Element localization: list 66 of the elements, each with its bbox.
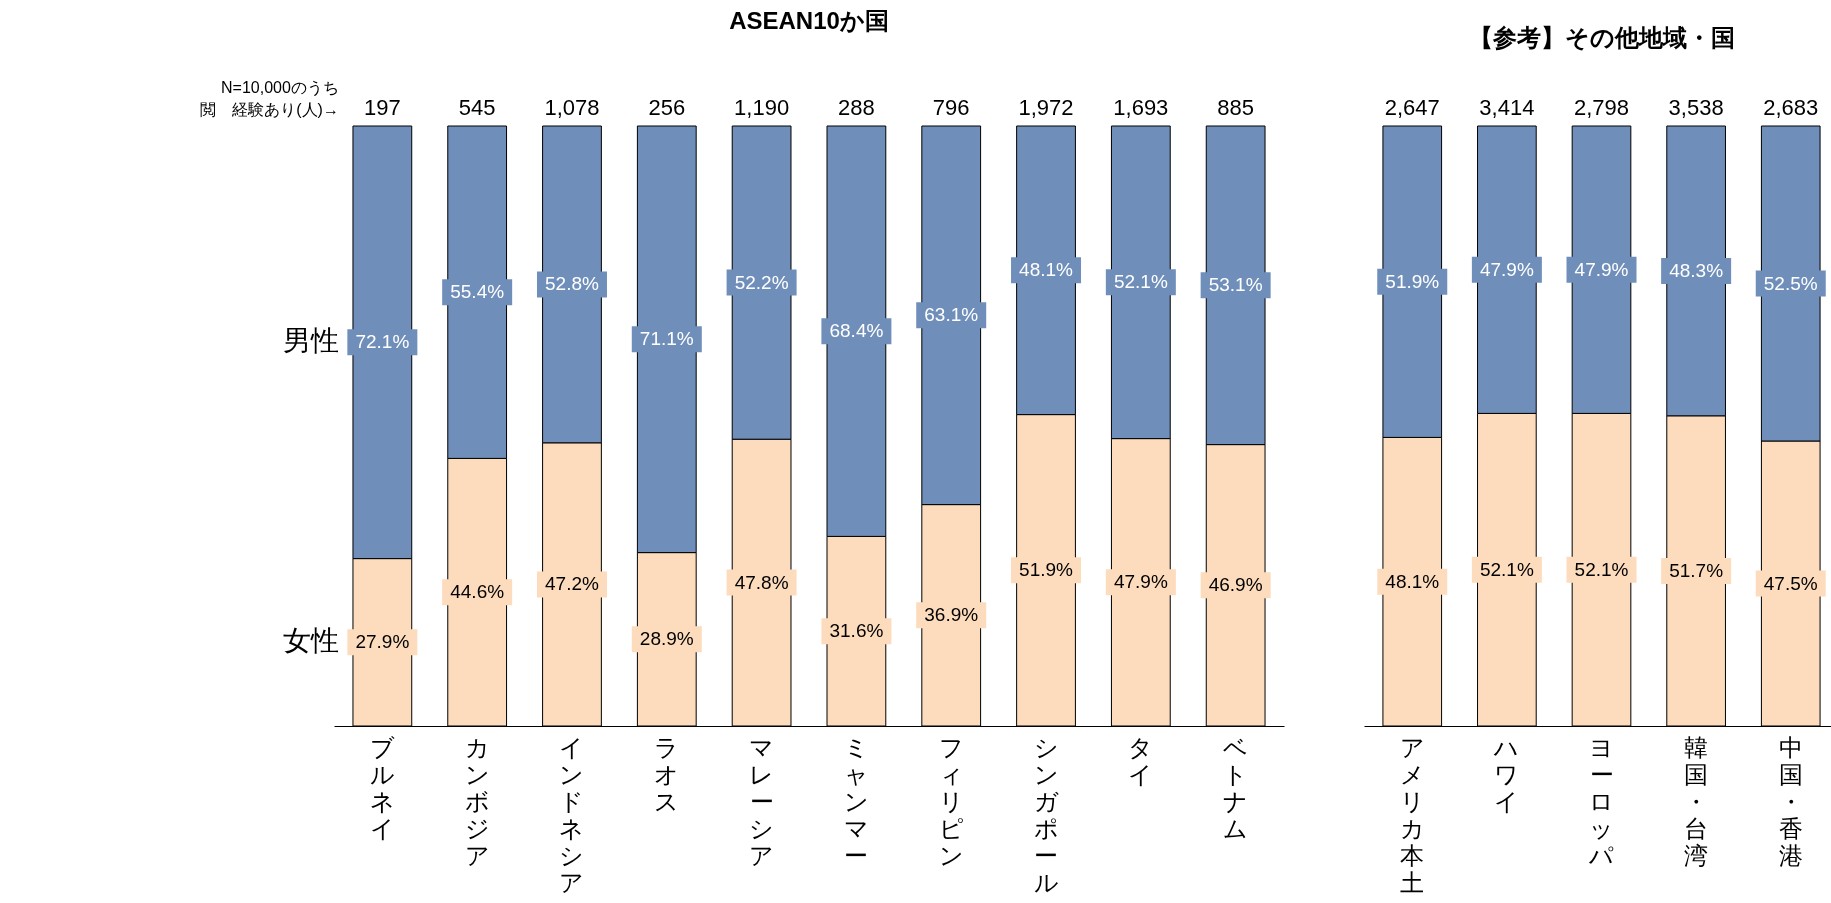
annotation: 3,538 [1668,95,1724,120]
data-label: 52.8% [545,273,600,295]
x-tick-label: ヨーロッパ [1588,733,1614,869]
x-tick-label: カンボジア [464,733,490,869]
data-label: 51.9% [1385,270,1440,292]
data-label: 44.6% [450,581,505,603]
x-tick-label: インドネシア [559,733,585,896]
annotation: 885 [1217,95,1255,120]
annotation: 2,798 [1573,95,1630,120]
data-label: 52.2% [734,271,789,293]
data-label: 47.9% [1574,258,1629,280]
annotation: 2,647 [1384,95,1440,120]
x-tick-label: ミャンマー [843,733,869,869]
data-label: 52.1% [1574,558,1629,580]
data-label: 47.5% [1763,572,1818,594]
data-label: 47.9% [1479,258,1534,280]
x-tick-label: シンガポール [1033,733,1059,896]
x-tick-label: ハワイ [1493,733,1520,815]
data-label: 52.5% [1763,272,1818,294]
legend-label: 男性 [282,325,339,357]
chart-title: 【参考】その他地域・国 [1468,24,1735,51]
data-label: 68.4% [829,320,884,342]
annotation: 796 [932,95,970,120]
x-tick-label: アメリカ本土 [1399,733,1425,896]
annotation: 545 [458,95,496,120]
annotation: 1,078 [544,95,600,120]
data-label: 48.3% [1669,259,1724,281]
data-label: 48.1% [1019,259,1074,281]
annotation: 1,693 [1113,95,1169,120]
text: 閲 経験あり(人)→ [200,101,339,118]
data-label: 71.1% [639,328,694,350]
x-tick-label: 韓国・台湾 [1684,733,1709,869]
annotation: 2,683 [1763,95,1819,120]
data-label: 63.1% [924,304,979,326]
data-label: 53.1% [1208,274,1263,296]
x-tick-label: ベトナム [1223,733,1249,842]
data-label: 72.1% [355,331,410,353]
data-label: 51.7% [1669,559,1724,581]
x-tick-label: タイ [1128,733,1154,788]
data-label: 51.9% [1019,559,1074,581]
annotation: 288 [838,95,875,120]
data-label: 55.4% [450,281,505,303]
x-tick-label: マレーシア [749,733,775,869]
chart-title: ASEAN10か国 [729,7,889,34]
x-tick-label: ブルネイ [369,733,395,842]
annotation: 197 [363,95,401,120]
data-label: 31.6% [829,620,884,642]
data-label: 27.9% [355,631,410,653]
data-label: 52.1% [1479,558,1534,580]
data-label: 36.9% [924,604,979,626]
legend-label: 女性 [282,625,339,657]
data-label: 28.9% [639,628,694,650]
annotation: 1,190 [734,95,790,120]
text: N=10,000のうち [221,79,339,97]
data-label: 47.9% [1113,571,1168,593]
data-label: 47.8% [734,571,789,593]
data-label: 48.1% [1385,570,1440,592]
x-tick-label: フィリピン [938,733,964,869]
annotation: 3,414 [1479,95,1535,120]
annotation: 1,972 [1018,95,1074,120]
x-tick-label: ラオス [654,733,680,815]
x-tick-label: 中国・香港 [1778,733,1803,869]
annotation: 256 [648,95,686,120]
data-label: 52.1% [1113,271,1168,293]
data-label: 46.9% [1208,574,1263,596]
data-label: 47.2% [545,573,600,595]
